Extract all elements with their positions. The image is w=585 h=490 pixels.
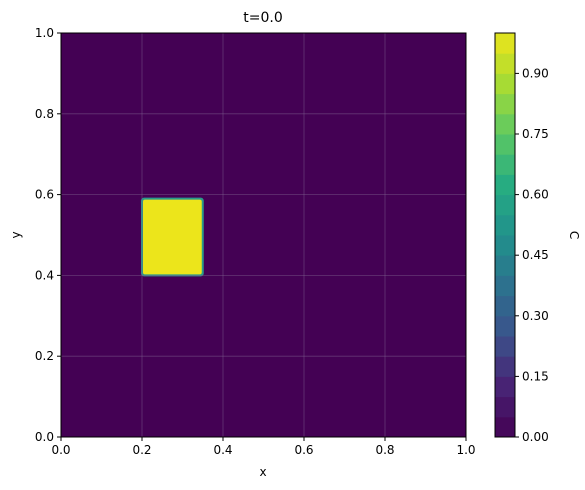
colorbar-level-band bbox=[495, 275, 515, 297]
colorbar-tick-label: 0.15 bbox=[522, 369, 549, 383]
plot-frame bbox=[60, 32, 467, 438]
colorbar-tick-label: 0.75 bbox=[522, 127, 549, 141]
chart-title: t=0.0 bbox=[243, 10, 282, 26]
colorbar-level-band bbox=[495, 396, 515, 418]
colorbar-level-band bbox=[495, 113, 515, 135]
colorbar-level-band bbox=[495, 134, 515, 155]
y-tick-label: 0.8 bbox=[35, 107, 54, 121]
colorbar-tick-label: 0.00 bbox=[522, 430, 549, 444]
y-tick-label: 0.6 bbox=[35, 188, 54, 202]
colorbar-tick-label: 0.45 bbox=[522, 248, 549, 262]
x-tick-label: 0.0 bbox=[51, 443, 70, 457]
concentration-region bbox=[143, 199, 202, 275]
colorbar: 0.00 0.15 0.30 0.45 0.60 0.75 0.90 bbox=[494, 32, 549, 444]
y-tick-label: 1.0 bbox=[35, 26, 54, 40]
y-axis-label: y bbox=[9, 231, 23, 238]
y-tick-label: 0.2 bbox=[35, 349, 54, 363]
plot-area bbox=[61, 33, 466, 437]
x-tick-label: 0.8 bbox=[375, 443, 394, 457]
x-axis-label: x bbox=[259, 465, 266, 479]
colorbar-level-band bbox=[495, 73, 515, 95]
colorbar-level-band bbox=[495, 33, 515, 54]
y-axis: 0.0 0.2 0.4 0.6 0.8 1.0 bbox=[35, 26, 61, 444]
colorbar-frame bbox=[494, 32, 516, 438]
x-tick-label: 0.6 bbox=[294, 443, 313, 457]
colorbar-level-band bbox=[495, 295, 515, 317]
colorbar-level-band bbox=[495, 356, 515, 377]
x-tick-label: 0.2 bbox=[132, 443, 151, 457]
colorbar-level-band bbox=[495, 336, 515, 357]
colorbar-level-band bbox=[495, 53, 515, 74]
colorbar-level-band bbox=[495, 154, 515, 175]
colorbar-tick-label: 0.90 bbox=[522, 66, 549, 80]
colorbar-level-band bbox=[495, 315, 515, 337]
colorbar-level-band bbox=[495, 214, 515, 236]
y-tick-label: 0.4 bbox=[35, 268, 54, 282]
x-axis: 0.0 0.2 0.4 0.6 0.8 1.0 bbox=[51, 437, 476, 457]
colorbar-level-band bbox=[495, 235, 515, 256]
colorbar-level-band bbox=[495, 93, 515, 115]
colorbar-level-band bbox=[495, 255, 515, 276]
colorbar-level-band bbox=[495, 194, 515, 216]
heatmap-background-field bbox=[61, 33, 466, 437]
grid-lines bbox=[60, 32, 467, 438]
colorbar-tick-label: 0.60 bbox=[522, 188, 549, 202]
colorbar-level-band bbox=[495, 174, 515, 196]
colorbar-label: C bbox=[567, 231, 581, 239]
x-tick-label: 1.0 bbox=[456, 443, 475, 457]
colorbar-level-band bbox=[495, 416, 515, 438]
x-tick-label: 0.4 bbox=[213, 443, 232, 457]
colorbar-level-band bbox=[495, 376, 515, 398]
colorbar-tick-label: 0.30 bbox=[522, 309, 549, 323]
y-tick-label: 0.0 bbox=[35, 430, 54, 444]
